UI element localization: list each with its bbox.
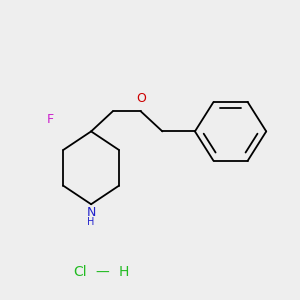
Text: —: — [95,266,109,279]
Text: H: H [118,266,129,279]
Text: Cl: Cl [74,266,87,279]
Text: N: N [86,206,96,219]
Text: F: F [47,112,54,125]
Text: O: O [136,92,146,105]
Text: H: H [87,217,95,226]
